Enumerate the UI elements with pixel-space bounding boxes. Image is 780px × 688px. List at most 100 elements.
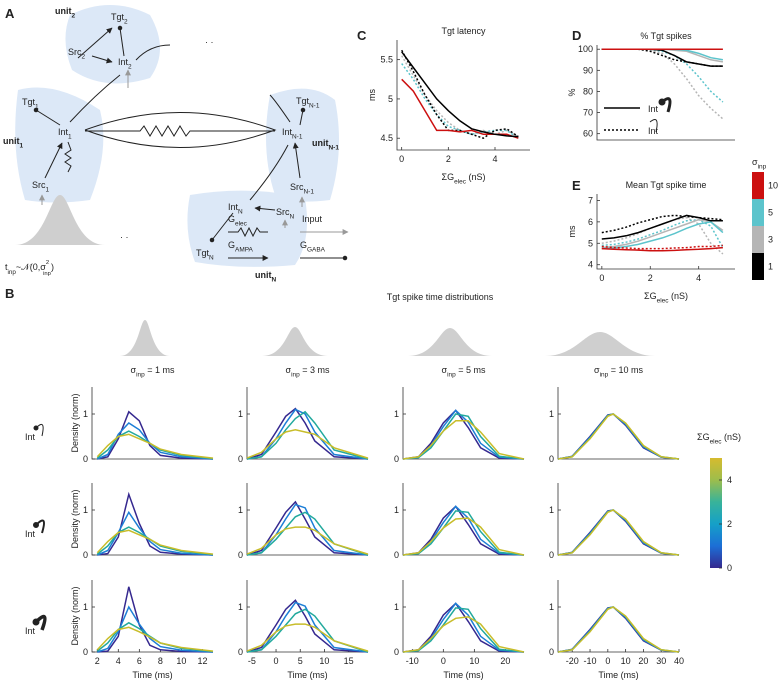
colorbar-tick-label: 5 xyxy=(768,208,773,218)
unit-label: unitN xyxy=(255,270,277,284)
node-label: Tgt1 xyxy=(22,97,39,111)
x-tick-label: -10 xyxy=(584,656,597,666)
section-title: Tgt spike time distributions xyxy=(387,292,494,302)
axis-line xyxy=(596,194,735,270)
x-tick-label: 20 xyxy=(638,656,648,666)
node-label-part: Src xyxy=(32,180,46,190)
formula-part: ) xyxy=(51,262,54,272)
x-axis-label-part: ΣG xyxy=(442,172,455,182)
row-label: Int xyxy=(25,432,36,442)
y-tick-label: 100 xyxy=(578,44,593,54)
y-tick-label: 4.5 xyxy=(380,133,393,143)
series-line xyxy=(97,605,214,653)
y-axis-label: Density (norm) xyxy=(70,489,80,548)
legend-label-part: G xyxy=(228,240,235,250)
node-label-part: N xyxy=(290,214,295,221)
colorbar-label: σinp xyxy=(752,157,767,171)
series-line xyxy=(402,517,525,556)
node-label-part: 2 xyxy=(82,54,86,61)
y-tick-label: 1 xyxy=(83,602,88,612)
x-axis-label-part: (nS) xyxy=(466,172,486,182)
y-tick-label: 4 xyxy=(588,260,593,270)
chart-title: % Tgt spikes xyxy=(640,31,692,41)
colorbar-tick-label: 4 xyxy=(727,475,732,485)
formula-part: t xyxy=(5,262,8,272)
y-tick-label: 7 xyxy=(588,195,593,205)
node-label-part: 1 xyxy=(35,104,39,111)
node-label: Tgt2 xyxy=(111,12,128,26)
node-label-part: Src xyxy=(68,47,82,57)
y-tick-label: 1 xyxy=(549,505,554,515)
axis-line xyxy=(396,40,530,151)
series-line xyxy=(401,55,519,138)
axis-line xyxy=(596,45,735,141)
series-line xyxy=(402,616,525,653)
y-tick-label: 0 xyxy=(549,454,554,464)
chart-title-part: = 10 ms xyxy=(608,365,643,375)
series-line xyxy=(97,410,214,460)
chart-title: σinp = 3 ms xyxy=(286,365,330,379)
node-label-part: Tgt xyxy=(296,96,310,106)
y-tick-label: 70 xyxy=(583,108,593,118)
x-tick-label: -20 xyxy=(566,656,579,666)
node-label-part: Tgt xyxy=(111,12,125,22)
node-label-part: Int xyxy=(118,57,129,67)
y-tick-label: 6 xyxy=(588,217,593,227)
y-tick-label: 1 xyxy=(394,602,399,612)
x-tick-label: 10 xyxy=(176,656,186,666)
series-line xyxy=(402,420,525,460)
chart-title: σinp = 5 ms xyxy=(442,365,486,379)
y-tick-label: 0 xyxy=(238,550,243,560)
x-axis-label: ΣGelec (nS) xyxy=(442,172,486,186)
y-tick-label: 5 xyxy=(588,238,593,248)
x-tick-label: 6 xyxy=(137,656,142,666)
legend-label-part: G xyxy=(228,214,235,224)
node-label-part: Src xyxy=(290,182,304,192)
legend-label: Int xyxy=(648,104,659,114)
y-tick-label: 1 xyxy=(238,602,243,612)
colorbar-segment xyxy=(752,253,764,280)
chart-title: Tgt latency xyxy=(441,26,486,36)
x-tick-label: 30 xyxy=(656,656,666,666)
node-label: SrcN xyxy=(276,207,295,221)
series-line xyxy=(402,505,525,556)
x-axis-label-part: (nS) xyxy=(668,291,688,301)
node-label-part: 2 xyxy=(124,19,128,26)
chart-title-part: σ xyxy=(442,365,448,375)
colorbar-tick-label: 10 xyxy=(768,181,778,191)
series-line xyxy=(601,244,723,250)
x-axis-label: Time (ms) xyxy=(598,670,638,680)
axis-line xyxy=(557,387,679,460)
colorbar-segment xyxy=(752,226,764,253)
y-tick-label: 1 xyxy=(394,505,399,515)
y-tick-label: 90 xyxy=(583,65,593,75)
series-line xyxy=(601,216,724,255)
x-tick-label: 2 xyxy=(95,656,100,666)
legend-label: Input xyxy=(302,214,323,224)
colorbar-tick-label: 0 xyxy=(727,563,732,573)
row-icons xyxy=(32,97,672,631)
x-tick-label: 0 xyxy=(599,273,604,283)
x-tick-label: -5 xyxy=(248,656,256,666)
node-label: TgtN xyxy=(196,248,214,262)
ellipsis: · · xyxy=(120,232,129,242)
node-label: SrcN-1 xyxy=(290,182,314,196)
x-tick-label: 10 xyxy=(319,656,329,666)
series-line xyxy=(557,509,680,556)
y-tick-label: 1 xyxy=(83,505,88,515)
x-tick-label: 10 xyxy=(469,656,479,666)
node-label-part: N xyxy=(238,209,243,216)
x-tick-label: 12 xyxy=(197,656,207,666)
chart-title-part: σ xyxy=(594,365,600,375)
formula: tinp~𝒩(0,σ2 inp) xyxy=(5,260,54,277)
formula-part: inp xyxy=(43,271,51,277)
panel-letter: D xyxy=(572,28,581,43)
panel-letter: E xyxy=(572,178,581,193)
node-label-part: Int xyxy=(58,127,69,137)
y-axis-label: Density (norm) xyxy=(70,393,80,452)
node-label-part: N-1 xyxy=(309,103,320,110)
colorbar-label-part: elec xyxy=(710,439,723,446)
unit-label: unit2 xyxy=(55,6,76,20)
node-label-part: Tgt xyxy=(196,248,210,258)
